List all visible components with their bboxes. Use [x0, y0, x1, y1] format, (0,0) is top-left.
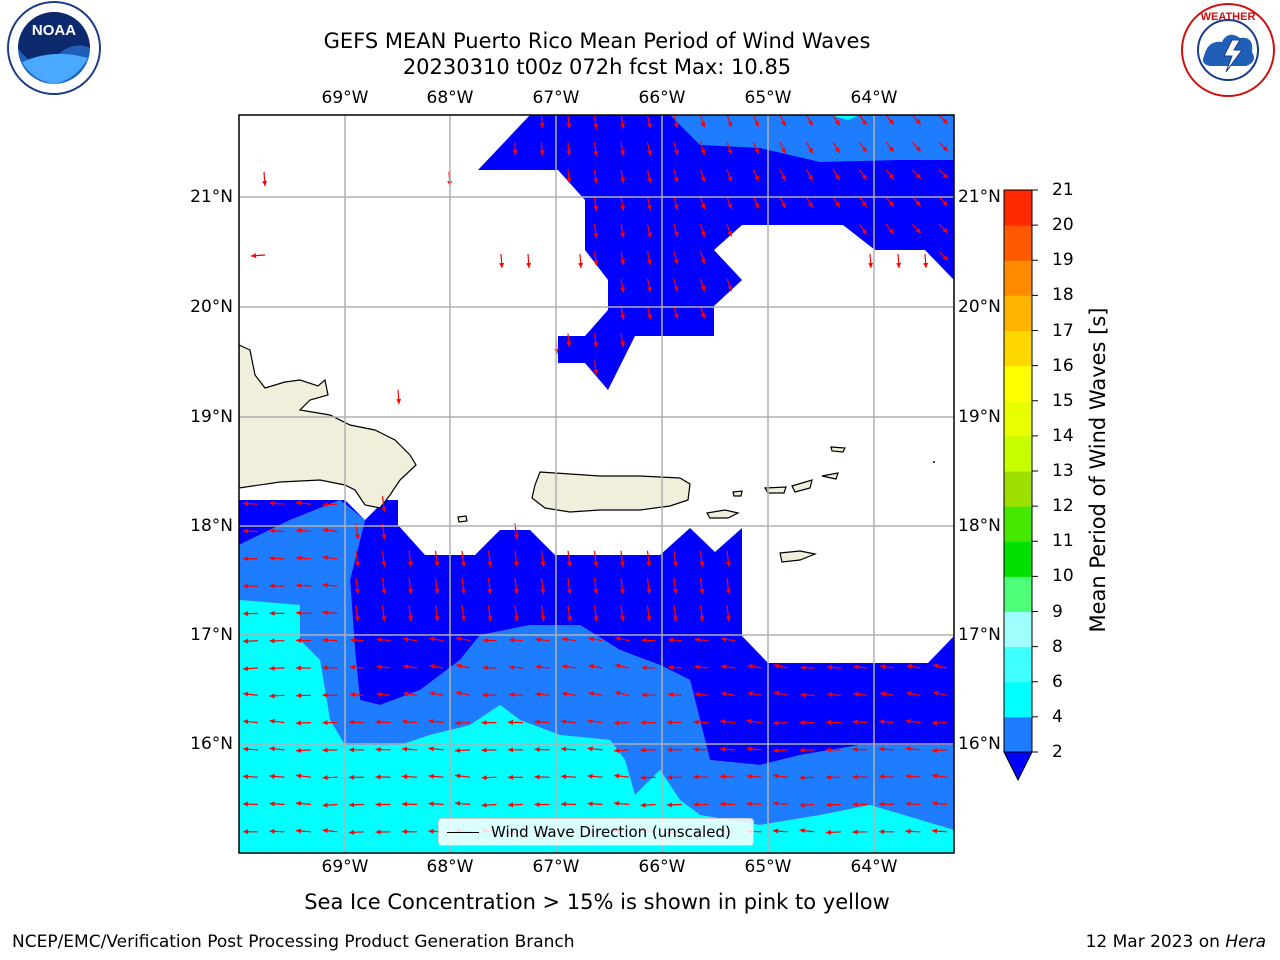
- legend-label: Wind Wave Direction (unscaled): [491, 823, 731, 841]
- footer-note-text: Sea Ice Concentration > 15% is shown in …: [304, 890, 890, 914]
- lon-label-bottom: 65°W: [744, 857, 792, 877]
- lat-label-left: 19°N: [190, 407, 233, 427]
- colorbar-tick: 9: [1052, 601, 1063, 622]
- colorbar: [1003, 189, 1038, 782]
- colorbar-label: Mean Period of Wind Waves [s]: [1086, 307, 1110, 633]
- lon-label-bottom: 66°W: [638, 857, 686, 877]
- colorbar-tick: 15: [1052, 390, 1074, 411]
- colorbar-tick: 12: [1052, 496, 1074, 517]
- credit-date: 12 Mar 2023 on Hera: [1086, 932, 1266, 952]
- noaa-logo: NOAA: [7, 1, 101, 95]
- contour-deep-blue-south: [239, 500, 954, 765]
- lat-label-right: 20°N: [958, 297, 1001, 317]
- colorbar-tick: 13: [1052, 461, 1074, 481]
- legend-line-swatch: [447, 832, 479, 833]
- nws-logo: WEATHER: [1181, 3, 1275, 97]
- credit-host: Hera: [1225, 932, 1266, 952]
- chart-title: GEFS MEAN Puerto Rico Mean Period of Win…: [323, 29, 871, 53]
- colorbar-tick: 11: [1052, 531, 1074, 552]
- lat-label-right: 16°N: [958, 734, 1001, 754]
- lon-label-top: 69°W: [321, 88, 369, 108]
- lon-label-top: 68°W: [426, 88, 474, 108]
- credit-organization: NCEP/EMC/Verification Post Processing Pr…: [12, 932, 575, 952]
- chart-subtitle: 20230310 t00z 072h fcst Max: 10.85: [402, 55, 792, 79]
- lon-label-bottom: 64°W: [850, 857, 898, 877]
- lon-label-bottom: 67°W: [532, 857, 580, 877]
- lon-label-bottom: 69°W: [321, 857, 369, 877]
- land-puerto-rico: [531, 471, 691, 513]
- contour-cyan: [239, 600, 954, 853]
- colorbar-tick: 4: [1052, 706, 1063, 727]
- colorbar-tick: 6: [1052, 671, 1063, 692]
- contour-deep-blue-north: [478, 115, 954, 390]
- colorbar-tick: 19: [1052, 250, 1074, 271]
- map-legend: Wind Wave Direction (unscaled): [438, 818, 754, 846]
- lat-label-right: 21°N: [958, 187, 1001, 207]
- colorbar-tick: 10: [1052, 566, 1074, 587]
- credit-date-text: 12 Mar 2023 on: [1085, 932, 1226, 952]
- lat-label-left: 17°N: [190, 625, 233, 645]
- lon-label-top: 66°W: [638, 88, 686, 108]
- lat-label-right: 17°N: [958, 625, 1001, 645]
- colorbar-tick: 17: [1052, 320, 1074, 341]
- svg-text:NOAA: NOAA: [32, 22, 76, 39]
- lat-label-right: 18°N: [958, 516, 1001, 536]
- land-hispaniola: [239, 344, 417, 509]
- svg-text:WEATHER: WEATHER: [1201, 11, 1256, 23]
- contour-mid-blue-north: [670, 115, 954, 162]
- colorbar-tick: 20: [1052, 215, 1074, 236]
- colorbar-tick: 14: [1052, 425, 1074, 446]
- lon-label-top: 64°W: [850, 88, 898, 108]
- lat-label-left: 20°N: [190, 297, 233, 317]
- colorbar-tick: 18: [1052, 285, 1074, 306]
- lat-label-left: 21°N: [190, 187, 233, 207]
- footer-note: Sea Ice Concentration > 15% is shown in …: [0, 890, 1194, 914]
- lat-label-left: 18°N: [190, 516, 233, 536]
- lat-label-right: 19°N: [958, 407, 1001, 427]
- lon-label-bottom: 68°W: [426, 857, 474, 877]
- lat-label-left: 16°N: [190, 734, 233, 754]
- colorbar-tick: 21: [1052, 180, 1074, 200]
- lon-label-top: 67°W: [532, 88, 580, 108]
- contour-mid-blue: [239, 500, 954, 830]
- colorbar-tick: 16: [1052, 355, 1074, 376]
- map-frame: [238, 114, 955, 854]
- wind-wave-arrows: [242, 115, 949, 835]
- colorbar-tick: 2: [1052, 742, 1063, 762]
- lon-label-top: 65°W: [744, 88, 792, 108]
- colorbar-tick: 8: [1052, 636, 1063, 657]
